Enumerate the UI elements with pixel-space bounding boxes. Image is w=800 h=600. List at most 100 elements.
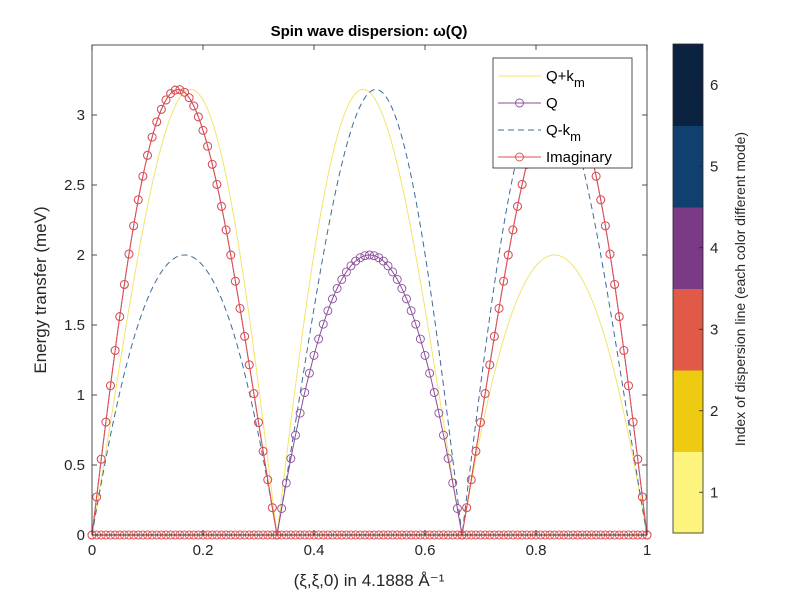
series-point-q [286, 454, 296, 463]
series-point-imaginary [156, 104, 166, 114]
legend-marker [515, 152, 524, 162]
series-point-imaginary [235, 303, 245, 313]
series-point-q [415, 334, 425, 344]
series-point-imaginary [115, 312, 125, 322]
series-point-imaginary [258, 446, 268, 456]
series-point-imaginary [633, 454, 643, 464]
series-point-imaginary [217, 201, 226, 211]
x-axis-label: (ξ,ξ,0) in 4.1888 Å⁻¹ [294, 571, 445, 590]
series-point-imaginary [230, 276, 240, 286]
legend-label: Q-km [546, 122, 581, 144]
colorbar-label: Index of dispersion line (each color dif… [732, 132, 748, 446]
series-point-imaginary [254, 418, 263, 427]
series-point-q [323, 306, 333, 316]
series-point-q [448, 478, 458, 488]
series-point-imaginary [605, 249, 615, 259]
series-point-imaginary [180, 87, 189, 97]
series-point-imaginary [471, 446, 481, 456]
series-point-imaginary [124, 249, 134, 259]
series-point-imaginary [610, 279, 620, 289]
series-point-q [291, 430, 300, 440]
series-point-imaginary [96, 454, 106, 464]
series-point-q [397, 284, 407, 293]
series-point-q [402, 294, 411, 304]
x-tick-label: 1 [643, 542, 651, 559]
series-point-imaginary [184, 93, 194, 103]
series-point-imaginary [110, 346, 120, 355]
series-point-imaginary [147, 132, 157, 142]
chart-title: Spin wave dispersion: ω(Q) [271, 23, 468, 40]
series-point-imaginary [637, 492, 647, 502]
series-point-q [328, 294, 337, 304]
x-tick-label: 0.2 [193, 542, 214, 559]
legend: Q+km Q Q-km Imaginary [492, 57, 633, 169]
series-point-imaginary [101, 417, 111, 427]
series-point-q [309, 350, 319, 360]
x-tick-label: 0.6 [415, 542, 436, 559]
colorbar-tick-label: 4 [710, 240, 718, 257]
series-line-imaginary [91, 89, 278, 536]
series-point-q [378, 256, 388, 266]
series-point-imaginary [517, 179, 527, 189]
series-point-imaginary [175, 85, 185, 95]
series-point-imaginary [485, 360, 495, 370]
series-point-imaginary [92, 492, 102, 502]
legend-label: Q [546, 95, 558, 112]
series-point-imaginary [619, 346, 629, 355]
series-point-q [281, 478, 291, 488]
series-point-q [300, 388, 310, 397]
series-point-q [360, 251, 370, 261]
y-tick-label: 0.5 [64, 457, 85, 474]
series-point-q [374, 253, 384, 263]
y-tick-label: 0 [77, 527, 85, 544]
series-point-q [277, 504, 287, 513]
colorbar-box [672, 43, 704, 534]
series-point-imaginary [503, 250, 513, 260]
series-point-imaginary [106, 381, 115, 391]
series-point-q [439, 430, 448, 440]
series-point-q [304, 368, 314, 378]
series-point-q [434, 408, 444, 418]
series-point-imaginary [263, 475, 273, 485]
series-point-imaginary [240, 331, 250, 341]
legend-label: Imaginary [546, 149, 612, 166]
colorbar-tick-label: 1 [710, 484, 718, 501]
series-point-imaginary [489, 331, 499, 341]
series-point-q [365, 250, 374, 260]
series-point-imaginary [226, 250, 236, 260]
legend-label: Q+km [546, 68, 585, 90]
colorbar-segment [673, 125, 703, 208]
series-point-imaginary [249, 389, 259, 399]
x-tick-label: 0.4 [304, 542, 325, 559]
series-point-q [383, 261, 393, 271]
series-point-imaginary [494, 303, 504, 313]
series-point-imaginary [221, 225, 231, 235]
y-tick-label: 1 [77, 387, 85, 404]
axes-box [91, 44, 648, 536]
x-axis: 0 0.2 0.4 0.6 0.8 1 [88, 45, 651, 559]
series-point-q [420, 350, 430, 360]
colorbar-tick-label: 2 [710, 403, 718, 420]
series-point-imaginary [513, 201, 522, 211]
series-point-q [425, 368, 435, 378]
series-point-imaginary [133, 195, 143, 205]
series-point-imaginary [466, 475, 476, 485]
y-tick-label: 2 [77, 247, 85, 264]
series-point-imaginary [152, 117, 162, 127]
series-point-imaginary [267, 503, 277, 513]
series-point-q [369, 251, 379, 261]
series-point-imaginary [624, 381, 633, 391]
colorbar-tick-label: 6 [710, 77, 718, 94]
colorbar-segment [673, 370, 703, 452]
colorbar-tick-label: 5 [710, 158, 718, 175]
series-point-imaginary [193, 112, 203, 122]
series-point-imaginary [170, 85, 180, 95]
series-point-imaginary [476, 418, 485, 427]
series-point-imaginary [508, 225, 518, 235]
colorbar-segment [673, 288, 703, 371]
y-tick-label: 3 [77, 107, 85, 124]
series-point-q [388, 267, 398, 277]
legend-marker [515, 98, 524, 108]
series-point-imaginary [143, 150, 152, 160]
series-point-q [392, 275, 402, 284]
